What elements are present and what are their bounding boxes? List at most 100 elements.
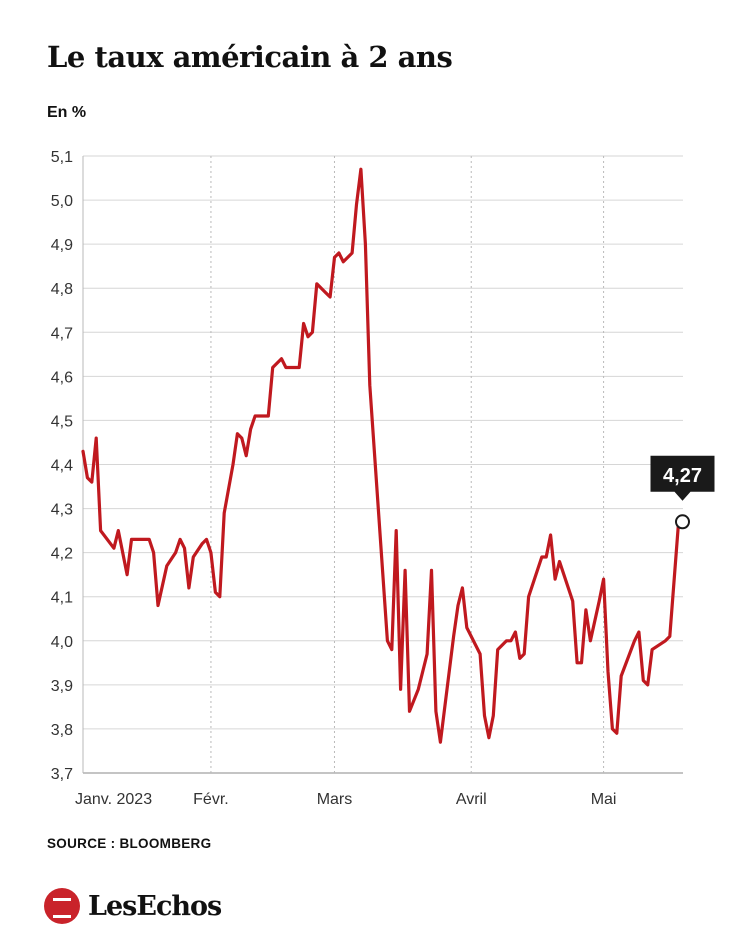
data-point: [315, 282, 318, 285]
data-point: [589, 639, 592, 642]
data-point: [633, 639, 636, 642]
y-tick-label: 4,1: [51, 590, 73, 607]
page-title: Le taux américain à 2 ans: [47, 40, 453, 74]
source-note: SOURCE : BLOOMBERG: [47, 836, 212, 851]
data-point: [668, 635, 671, 638]
data-point: [351, 252, 354, 255]
data-point: [527, 595, 530, 598]
y-tick-label: 3,7: [51, 766, 73, 783]
y-tick-label: 3,9: [51, 678, 73, 695]
data-point: [390, 648, 393, 651]
data-point: [386, 639, 389, 642]
les-echos-logo-icon: [44, 888, 80, 924]
data-point: [262, 415, 265, 418]
data-point: [452, 635, 455, 638]
line-chart: 3,7 3,8 3,9 4,0 4,1 4,2 4,3 4,4 4,5 4,6 4,7 4,8 4,9 5…: [51, 149, 715, 808]
data-point: [223, 512, 226, 515]
data-point: [576, 661, 579, 664]
data-point: [364, 243, 367, 246]
data-point: [307, 335, 310, 338]
data-point: [210, 551, 213, 554]
x-tick-labels: Janv. 2023 Févr. Mars Avril Mai: [75, 791, 616, 808]
last-value-marker: [675, 514, 690, 530]
data-point: [646, 683, 649, 686]
data-point: [487, 736, 490, 739]
data-point: [254, 415, 257, 418]
y-tick-label: 4,7: [51, 325, 73, 342]
data-point: [232, 463, 235, 466]
data-point: [408, 710, 411, 713]
data-point: [651, 648, 654, 651]
data-point: [580, 661, 583, 664]
series-line-us-2y-rate: [81, 167, 681, 744]
data-point: [249, 428, 252, 431]
x-tick-label: Mars: [317, 791, 353, 808]
x-tick-label: Mai: [591, 791, 617, 808]
y-tick-label: 5,0: [51, 193, 73, 210]
data-point: [404, 569, 407, 572]
data-point: [285, 366, 288, 369]
data-point: [368, 384, 371, 387]
data-point: [426, 653, 429, 656]
data-point: [607, 670, 610, 673]
y-tick-label: 4,8: [51, 281, 73, 298]
data-point: [549, 534, 552, 537]
callout-box: [650, 455, 715, 501]
data-point: [585, 609, 588, 612]
data-point: [395, 529, 398, 532]
y-tick-label: 4,4: [51, 458, 73, 475]
data-point: [399, 688, 402, 691]
data-point: [130, 538, 133, 541]
data-point: [267, 415, 270, 418]
y-tick-label: 3,8: [51, 722, 73, 739]
data-point: [496, 648, 499, 651]
callout-value-label: 4,27: [663, 465, 702, 487]
y-axis-unit-label: En %: [47, 104, 87, 121]
data-point: [95, 437, 98, 440]
y-tick-labels: 3,7 3,8 3,9 4,0 4,1 4,2 4,3 4,4 4,5 4,6 4,7 4,8 4,9 5…: [51, 149, 73, 783]
data-point: [311, 331, 314, 334]
data-point: [302, 322, 305, 325]
data-point: [417, 688, 420, 691]
data-point: [602, 578, 605, 581]
data-point: [90, 481, 93, 484]
data-point: [642, 679, 645, 682]
data-point: [611, 728, 614, 731]
vertical-grid: [82, 156, 605, 773]
data-point: [165, 564, 168, 567]
data-point: [333, 256, 336, 259]
data-point: [439, 741, 442, 744]
last-value-callout: 4,27: [650, 455, 715, 530]
data-point: [240, 437, 243, 440]
data-point: [620, 675, 623, 678]
data-point: [280, 357, 283, 360]
y-tick-label: 5,1: [51, 149, 73, 166]
data-point: [479, 653, 482, 656]
data-point: [152, 551, 155, 554]
data-point: [514, 631, 517, 634]
data-point: [492, 714, 495, 717]
x-tick-label: Avril: [456, 791, 487, 808]
data-point: [214, 591, 217, 594]
data-point: [430, 569, 433, 572]
data-point: [558, 560, 561, 563]
data-point: [201, 542, 204, 545]
data-point: [664, 639, 667, 642]
data-point: [510, 639, 513, 642]
data-point: [183, 547, 186, 550]
data-point: [117, 529, 120, 532]
data-point: [126, 573, 129, 576]
y-tick-label: 4,0: [51, 634, 73, 651]
y-tick-label: 4,5: [51, 413, 73, 430]
data-point: [192, 556, 195, 559]
data-point: [554, 578, 557, 581]
data-point: [598, 600, 601, 603]
data-point: [360, 168, 363, 171]
data-point: [571, 600, 574, 603]
data-point: [637, 631, 640, 634]
data-point: [342, 260, 345, 263]
data-point: [112, 547, 115, 550]
data-point: [276, 362, 279, 365]
horizontal-grid: [83, 155, 683, 774]
data-point: [355, 203, 358, 206]
